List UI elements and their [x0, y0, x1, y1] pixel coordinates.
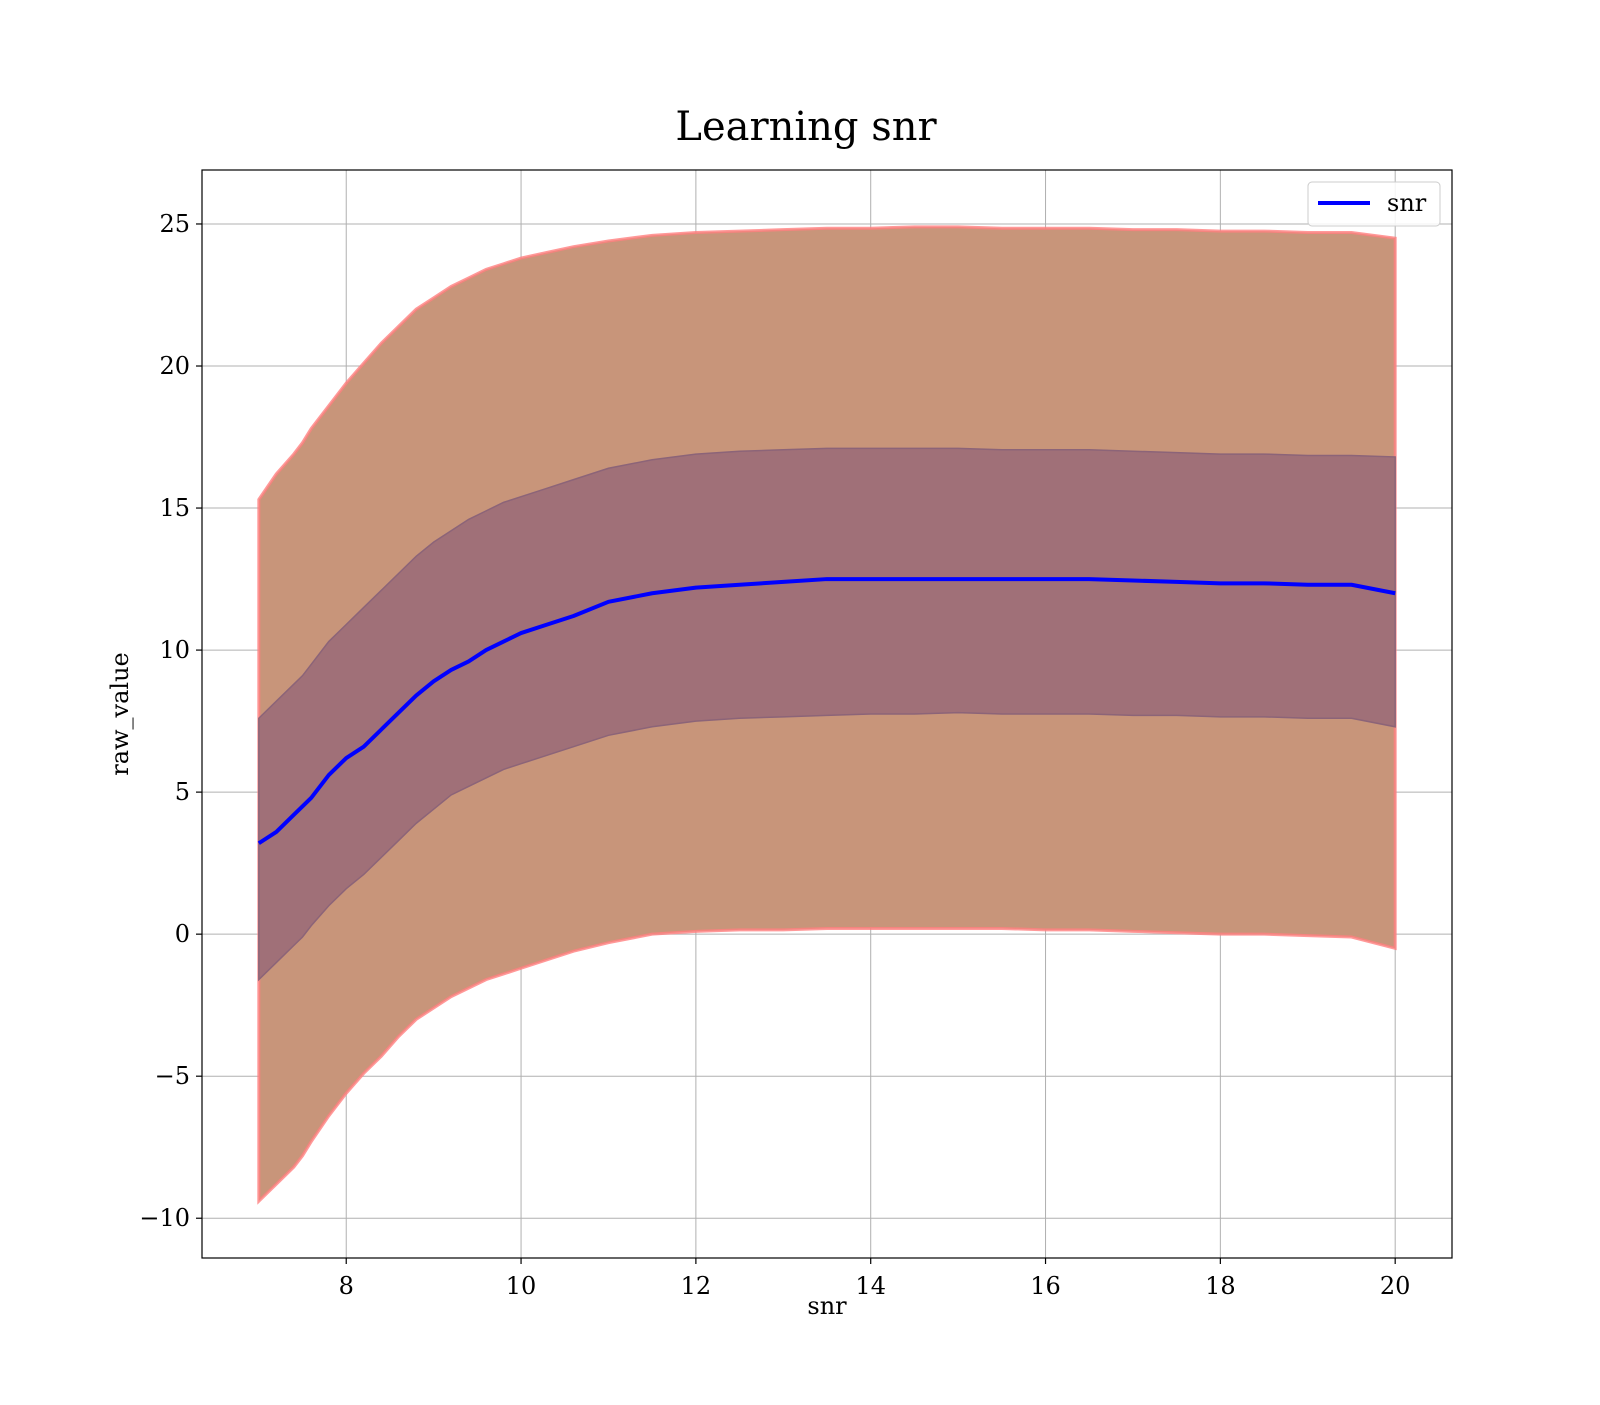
plot-frame	[201, 169, 1453, 1259]
x-axis-label: snr	[807, 1292, 847, 1320]
x-tick-label: 12	[681, 1272, 712, 1300]
x-tick-label: 10	[506, 1272, 537, 1300]
bands	[257, 225, 1397, 1205]
x-tick-label: 14	[855, 1272, 886, 1300]
x-tick-label: 16	[1030, 1272, 1061, 1300]
x-tick-label: 18	[1205, 1272, 1236, 1300]
y-tick-label: 20	[159, 352, 190, 380]
series-line-snr	[257, 577, 1396, 845]
y-tick-label: 5	[175, 778, 190, 806]
y-tick-label: 10	[159, 636, 190, 664]
y-axis-label: raw_value	[106, 652, 134, 776]
x-axis-ticks: 8 10 12 14 16 18 20	[339, 1258, 1411, 1300]
y-tick-label: 25	[159, 210, 190, 238]
y-tick-label: 0	[175, 920, 190, 948]
legend-box	[1307, 181, 1441, 227]
series-lines	[257, 577, 1396, 845]
x-tick-label: 8	[339, 1272, 354, 1300]
legend-label-snr: snr	[1387, 189, 1427, 217]
x-tick-label: 20	[1380, 1272, 1411, 1300]
legend: snr	[1307, 181, 1441, 227]
y-tick-label: 15	[159, 494, 190, 522]
y-tick-label: −10	[139, 1204, 190, 1232]
y-axis-ticks: −10 −5 0 5 10 15 20 25	[139, 210, 202, 1232]
chart-title: Learning snr	[675, 104, 937, 150]
y-tick-label: −5	[155, 1062, 190, 1090]
